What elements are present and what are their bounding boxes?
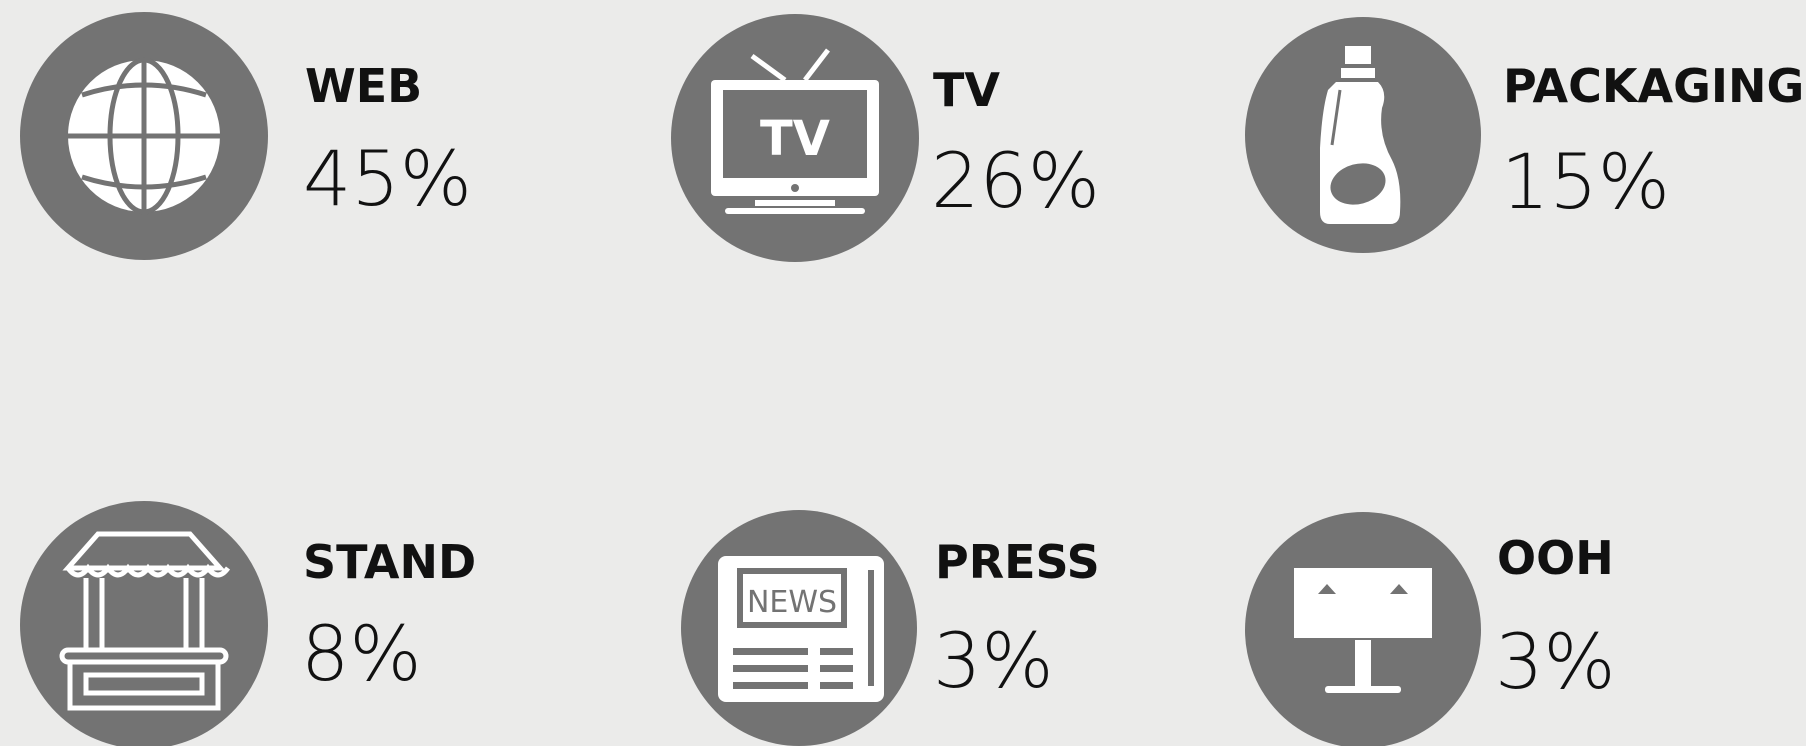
item-label: STAND	[303, 535, 476, 589]
item-value: 15%	[1501, 137, 1670, 226]
svg-text:TV: TV	[760, 111, 830, 167]
web-icon	[20, 12, 268, 260]
item-label: OOH	[1497, 531, 1614, 585]
stand-icon	[20, 501, 268, 746]
item-label: PRESS	[935, 535, 1100, 589]
item-label: PACKAGING	[1503, 59, 1804, 113]
item-value: 3%	[1495, 617, 1616, 706]
packaging-icon	[1245, 17, 1481, 253]
item-value: 8%	[301, 609, 422, 698]
tv-icon: TV	[671, 14, 919, 262]
item-label: TV	[933, 63, 1000, 117]
svg-text:NEWS: NEWS	[747, 585, 837, 620]
item-label: WEB	[305, 59, 422, 113]
texts: WEB 45% TV 26% PACKAGING 15% STAND 8% PRESS 3% OOH…	[301, 59, 1804, 706]
item-value: 26%	[931, 136, 1100, 225]
item-value: 3%	[933, 616, 1054, 705]
ooh-icon	[1245, 512, 1481, 746]
press-icon: NEWS	[681, 510, 917, 746]
item-value: 45%	[303, 134, 472, 223]
